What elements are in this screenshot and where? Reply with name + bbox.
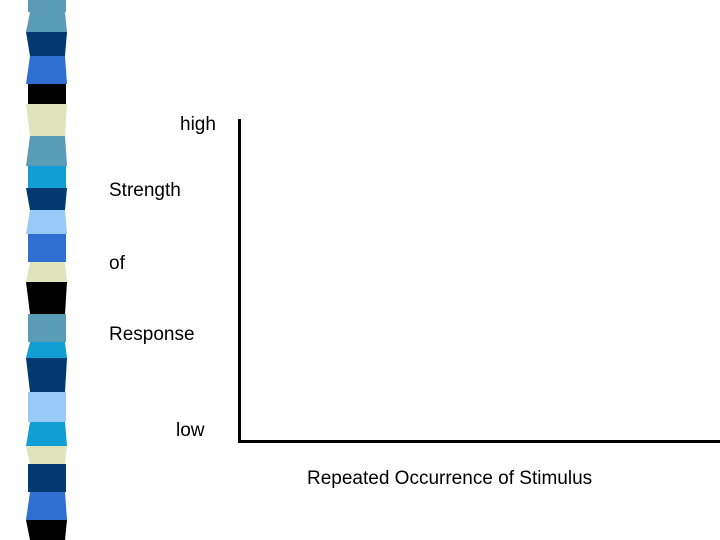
stripe-graphic [26,0,67,540]
stripe-band [26,32,67,56]
stripe-band [26,446,67,464]
stripe-band [26,520,67,540]
stripe-band [26,12,67,32]
stripe-band [28,464,66,492]
y-axis-title-line-1: Strength [109,180,181,201]
stripe-band [26,188,67,210]
stripe-band [26,342,67,358]
stripe-band [28,234,66,262]
y-axis-line [238,119,241,443]
stripe-band [28,0,66,12]
stripe-band [26,56,67,84]
x-axis-line [238,440,720,443]
stripe-band [28,314,66,342]
stripe-band [26,422,67,446]
stripe-band [26,282,67,314]
stripe-band [26,262,67,282]
stripe-band [26,358,67,392]
stripe-band [28,392,66,422]
y-axis-high-label: high [180,114,216,135]
y-axis-title-line-3: Response [109,324,195,345]
decorative-stripe-bar [0,0,70,540]
stripe-band [26,492,67,520]
y-axis-low-label: low [176,420,205,441]
stripe-band [28,84,66,104]
stripe-band [26,210,67,234]
stripe-band [26,104,67,136]
stripe-band [26,136,67,166]
y-axis-title-line-2: of [109,253,125,274]
stripe-band [28,166,66,188]
x-axis-title: Repeated Occurrence of Stimulus [307,468,593,489]
